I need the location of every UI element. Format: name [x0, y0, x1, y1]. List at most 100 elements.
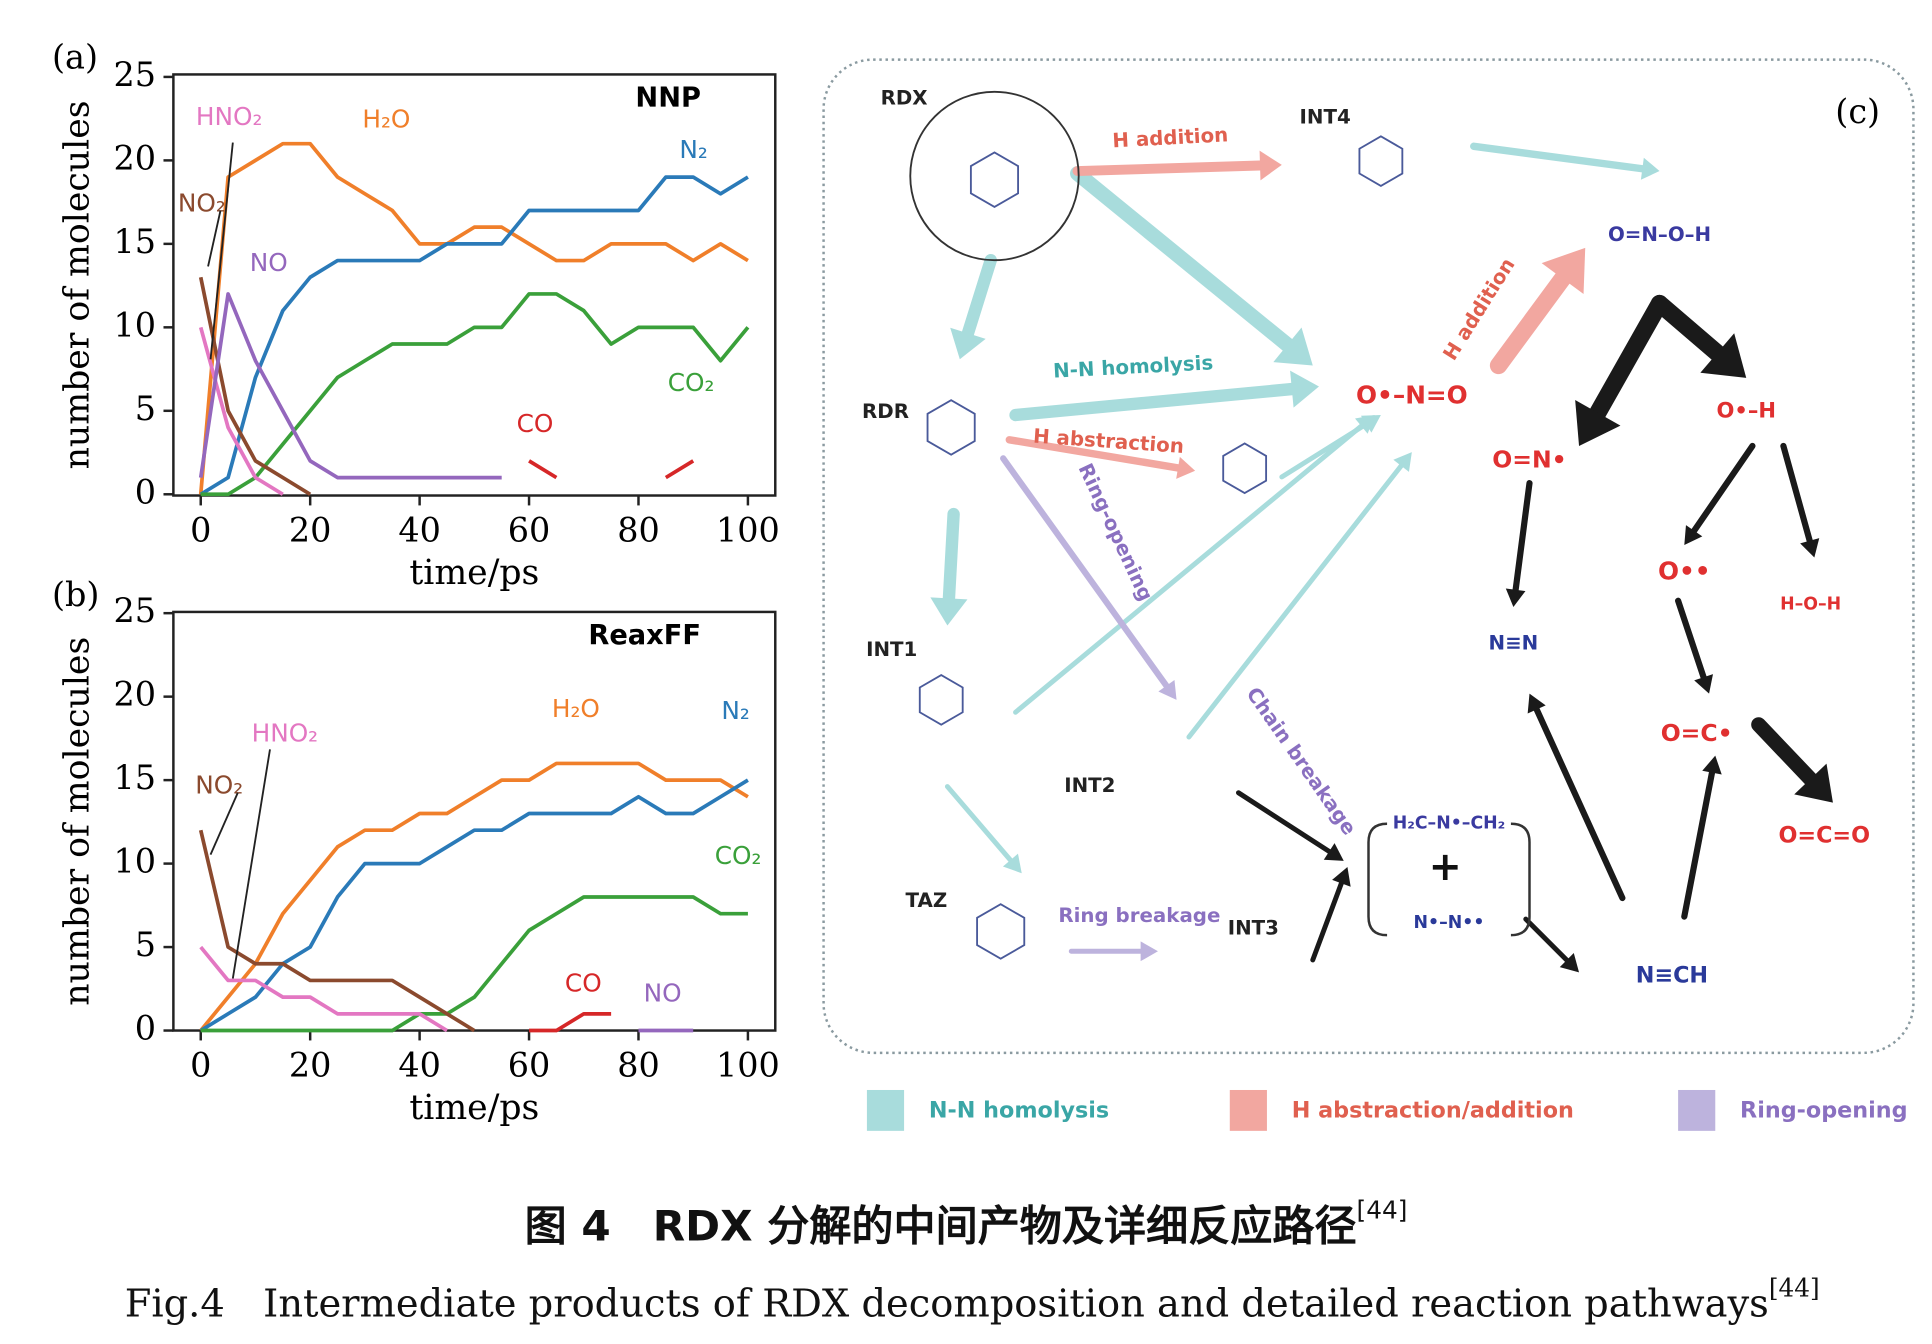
- caption-ref: [44]: [1769, 1273, 1820, 1302]
- series-label: N₂: [679, 135, 707, 164]
- label-pointer: [209, 142, 234, 360]
- series-label: CO: [517, 409, 554, 438]
- y-tick-label: 15: [114, 758, 157, 797]
- series-line: [200, 895, 748, 1033]
- arrow-shaft: [1681, 769, 1716, 920]
- series-line: [200, 292, 750, 497]
- series-label: H₂O: [362, 104, 410, 133]
- x-tick-label: 60: [508, 1046, 551, 1085]
- arrow-head: [1694, 674, 1713, 694]
- ring: [1358, 135, 1404, 187]
- y-tick-label: 20: [114, 138, 157, 177]
- arrow-head: [1575, 399, 1621, 446]
- series-line: [529, 1011, 612, 1033]
- node-label: INT1: [866, 638, 917, 661]
- species-label: O•–H: [1716, 397, 1775, 422]
- arrow-shaft: [1235, 790, 1332, 854]
- x-tick-label: 0: [190, 511, 211, 550]
- arrow-head: [1273, 327, 1313, 366]
- series-label: HNO₂: [196, 102, 263, 131]
- arrow-head: [1800, 538, 1820, 558]
- series-label: NO₂: [195, 771, 243, 800]
- y-axis-label: number of molecules: [57, 637, 97, 1006]
- ring: [976, 903, 1026, 960]
- arrow-head: [1259, 150, 1282, 181]
- series-label: NO₂: [178, 188, 226, 217]
- x-axis-label: time/ps: [409, 553, 539, 593]
- arrow-shaft: [1005, 436, 1182, 472]
- x-tick-label: 80: [617, 1046, 660, 1085]
- node-label: TAZ: [906, 889, 948, 912]
- arrow-head: [1290, 370, 1319, 408]
- species-label: N≡N: [1489, 632, 1539, 655]
- series-label: N₂: [721, 696, 749, 725]
- arrow-head: [1360, 415, 1381, 433]
- arrow-shaft: [1523, 916, 1570, 963]
- edge-label: H addition: [1112, 123, 1229, 152]
- legend-swatch: [1678, 1089, 1716, 1131]
- panel-label: (c): [1835, 92, 1880, 131]
- arrow-head: [1176, 456, 1196, 479]
- panel-label: (b): [52, 575, 99, 614]
- y-tick-label: 15: [114, 222, 157, 261]
- caption-ref: [44]: [1357, 1195, 1408, 1224]
- arrow-head: [1332, 867, 1351, 887]
- arrow-shaft: [1675, 597, 1707, 681]
- arrow-head: [1541, 247, 1586, 294]
- series-line: [199, 761, 749, 1032]
- x-tick-label: 0: [190, 1046, 211, 1085]
- y-tick-label: 10: [114, 842, 157, 881]
- arrow-head: [1323, 843, 1344, 861]
- x-tick-label: 80: [617, 511, 660, 550]
- arrow-shaft: [1589, 294, 1669, 422]
- species-label: N•–N••: [1414, 913, 1485, 933]
- series-label: NO: [250, 248, 288, 277]
- arrow-shaft: [1470, 142, 1647, 173]
- x-tick-label: 100: [716, 511, 780, 550]
- arrow-shaft: [961, 254, 997, 340]
- x-axis-label: time/ps: [409, 1088, 539, 1128]
- chart-title: ReaxFF: [588, 620, 701, 651]
- species-label: O•–N=O: [1356, 380, 1468, 409]
- arrow-shaft: [1000, 455, 1170, 689]
- ring: [918, 674, 964, 726]
- series-line: [529, 461, 748, 478]
- arrow-head: [1140, 941, 1158, 962]
- species-label: O=C=O: [1778, 823, 1870, 849]
- y-tick-label: 10: [114, 305, 157, 344]
- arrow-head: [1684, 525, 1703, 546]
- arrow-head: [1702, 755, 1722, 775]
- node-label: RDX: [881, 87, 928, 110]
- node-label: INT2: [1064, 774, 1115, 797]
- arrow-head: [1505, 588, 1526, 607]
- edge-label: Ring-opening: [1074, 460, 1158, 605]
- series-label: NO: [644, 979, 682, 1008]
- caption-en: Fig.4 Intermediate products of RDX decom…: [125, 1273, 1820, 1327]
- ring: [1222, 442, 1268, 495]
- edge-label: Chain breakage: [1242, 683, 1361, 839]
- arrow-head: [1700, 333, 1747, 378]
- arrow-shaft: [1691, 442, 1756, 534]
- species-label: H₂C–N•–CH₂: [1393, 814, 1506, 834]
- arrow-head: [930, 597, 968, 626]
- y-tick-label: 0: [135, 1009, 156, 1048]
- arrow-head: [950, 327, 986, 360]
- legend-label: H abstraction/addition: [1292, 1098, 1574, 1124]
- node-label: INT3: [1228, 916, 1279, 939]
- label-pointer: [209, 792, 239, 856]
- arrow-shaft: [1279, 421, 1369, 480]
- x-tick-label: 40: [398, 511, 441, 550]
- arrow-shaft: [1186, 463, 1404, 740]
- arrow-shaft: [1489, 269, 1572, 375]
- y-axis-label: number of molecules: [57, 101, 97, 470]
- x-tick-label: 60: [508, 511, 551, 550]
- y-tick-label: 25: [114, 591, 157, 630]
- series-line: [198, 292, 502, 480]
- x-tick-label: 20: [289, 511, 332, 550]
- arrow-shaft: [1650, 294, 1726, 362]
- arrow-head: [1640, 157, 1660, 180]
- series-line: [199, 945, 448, 1033]
- brace: [1510, 822, 1531, 937]
